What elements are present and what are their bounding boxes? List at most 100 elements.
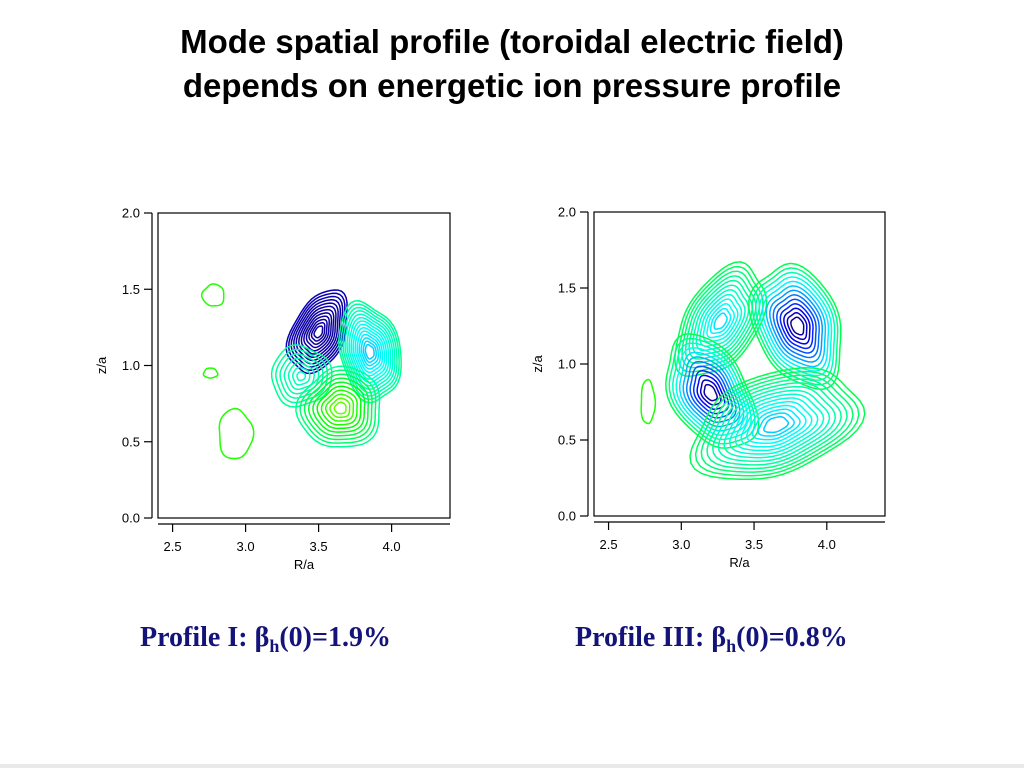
contour-lines [640,261,866,481]
contour-line [303,373,373,441]
contour-line [682,356,741,428]
contour-line [689,365,733,419]
beta-symbol: β [254,622,270,653]
contour-line [685,360,737,423]
y-tick-label: 2.0 [122,206,140,221]
contour-line [338,300,402,404]
contour-line [772,294,820,359]
contour-line [758,276,833,377]
contour-line [699,293,743,347]
contour-lobe [689,367,866,481]
contour-line [287,292,346,372]
contour-line [711,382,842,466]
contour-line [723,389,831,459]
contour-line [360,337,380,367]
contour-line [303,312,333,352]
caption-profile-3: Profile III: βh(0)=0.8% [575,622,848,657]
y-tick-label: 1.5 [558,281,576,296]
contour-lobe [295,365,381,448]
contour-line [779,303,814,350]
contour-line [703,383,718,402]
caption-value: (0)=1.9% [279,622,391,653]
contour-line [346,313,394,390]
contour-line [706,378,848,470]
x-axis-label: R/a [294,557,315,572]
x-tick-label: 2.5 [164,539,182,554]
contour-line [296,371,307,382]
contour-line [275,348,329,404]
contour-line [218,407,255,460]
contour-line [293,299,342,365]
contour-line [333,401,347,415]
contour-line [312,381,366,433]
caption-text: Profile III: [575,622,712,653]
caption-profile-1: Profile I: βh(0)=1.9% [140,622,391,657]
contour-lines [200,283,402,460]
contour-line [348,316,392,387]
contour-line [755,271,836,381]
contour-line [307,377,370,437]
contour-line [329,397,351,419]
plot-frame [593,211,886,517]
contour-line [695,289,746,352]
contour-lobe [218,407,255,460]
contour-line [305,315,330,349]
contour-line [746,404,807,444]
contour-line [748,262,842,390]
contour-line [757,412,795,437]
footer-divider [0,764,1024,768]
contour-line [740,400,813,448]
contour-line [364,343,375,360]
contour-line [769,289,824,363]
contour-line [295,365,381,448]
plot-frame [157,212,451,519]
contour-line [776,298,817,354]
x-tick-label: 3.0 [672,537,690,552]
contour-line [786,312,808,341]
contour-lobe [640,378,657,425]
contour-line [354,327,386,377]
caption-subscript: h [269,636,280,656]
contour-line [287,362,315,391]
x-tick-label: 4.0 [818,537,836,552]
contour-line [691,284,750,356]
contour-lobe [200,283,225,307]
contour-line [342,306,398,397]
contour-line [762,280,830,372]
contour-line [340,303,400,401]
slide-title-line-1: Mode spatial profile (toroidal electric … [180,23,844,60]
contour-line [700,374,854,473]
contour-line [665,333,760,449]
contour-line [675,346,749,436]
x-axis-label: R/a [729,555,750,570]
contour-line [324,393,355,422]
y-tick-label: 0.0 [558,509,576,524]
contour-line [689,367,866,481]
contour-line [728,393,825,455]
contour-line [299,369,377,444]
contour-line [350,320,390,384]
slide-title-line-2: depends on energetic ion pressure profil… [182,67,842,104]
contour-line [310,322,326,342]
caption-value: (0)=0.8% [736,622,848,653]
contour-line [308,318,328,346]
contour-line [694,370,860,477]
y-tick-label: 0.0 [122,511,140,526]
y-tick-label: 1.5 [122,282,140,297]
contour-line [713,312,728,330]
contour-line [356,330,384,374]
x-tick-label: 3.5 [310,539,328,554]
contour-line [734,397,819,452]
caption-text: Profile I: [140,622,255,653]
contour-line [200,283,225,307]
contour-line [709,307,732,335]
contour-line [202,367,219,379]
caption-subscript: h [726,636,737,656]
contour-line [358,333,382,370]
contour-lobe [202,367,219,379]
contour-line [352,323,388,380]
slide-title: Mode spatial profile (toroidal electric … [0,20,1024,108]
contour-line [706,303,735,339]
contour-line [295,302,339,362]
y-tick-label: 1.0 [558,357,576,372]
